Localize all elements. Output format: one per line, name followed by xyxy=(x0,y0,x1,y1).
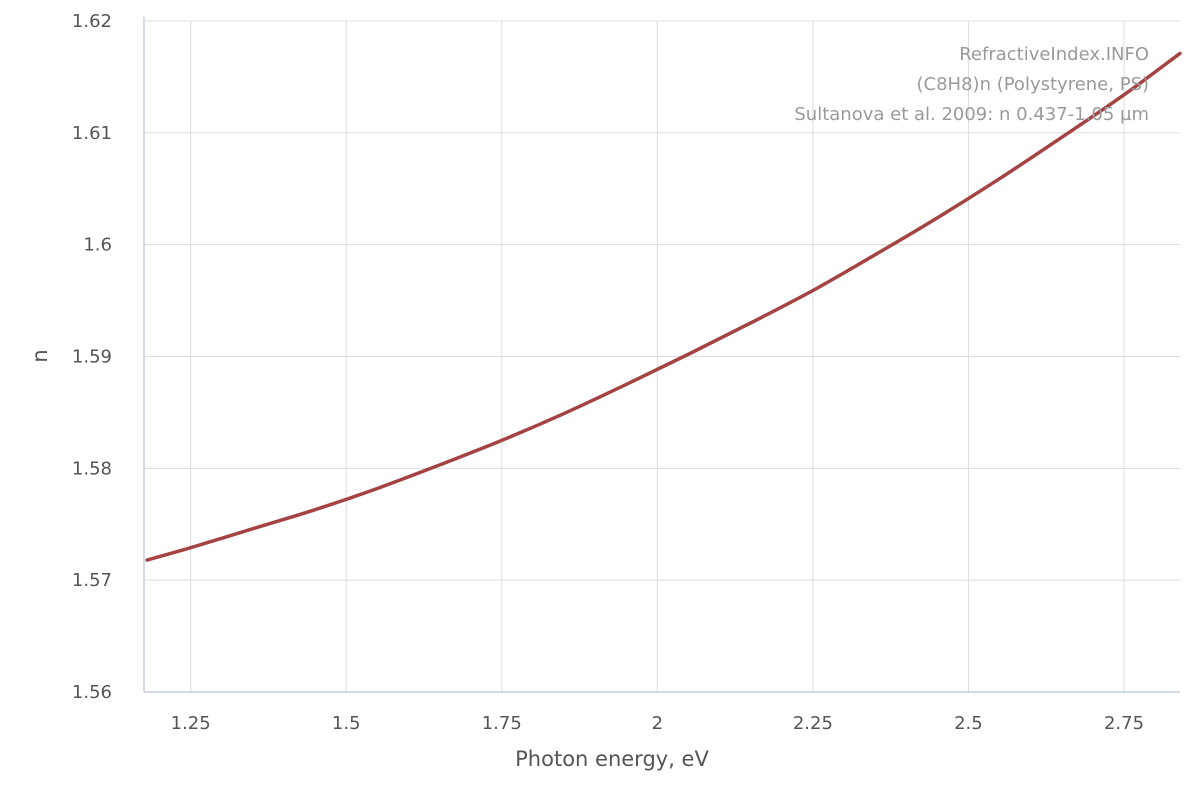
y-tick-label: 1.57 xyxy=(72,570,112,591)
chart-annotations: RefractiveIndex.INFO (C8H8)n (Polystyrene… xyxy=(794,44,1149,125)
annotation-text: Sultanova et al. 2009: n 0.437-1.05 µm xyxy=(794,104,1149,125)
y-tick-label: 1.6 xyxy=(83,235,112,256)
series-lines xyxy=(145,51,1182,562)
x-gridlines xyxy=(190,21,1125,692)
x-tick-labels: 1.25 1.5 1.75 2 2.25 2.5 2.75 xyxy=(171,713,1144,734)
y-tick-label: 1.62 xyxy=(72,11,112,32)
x-tick-label: 2.5 xyxy=(954,713,983,734)
y-gridlines xyxy=(144,20,1180,581)
y-tick-label: 1.58 xyxy=(72,458,112,479)
annotation-text: RefractiveIndex.INFO xyxy=(959,44,1149,65)
annotation-text: (C8H8)n (Polystyrene, PS) xyxy=(917,74,1149,95)
y-tick-label: 1.56 xyxy=(72,682,112,703)
x-tick-label: 1.25 xyxy=(171,713,211,734)
y-axis-title: n xyxy=(28,349,52,362)
series-line xyxy=(145,51,1182,562)
y-tick-label: 1.61 xyxy=(72,123,112,144)
y-tick-label: 1.59 xyxy=(72,347,112,368)
x-tick-label: 2.25 xyxy=(793,713,833,734)
x-tick-label: 1.75 xyxy=(482,713,522,734)
x-tick-label: 2.75 xyxy=(1104,713,1144,734)
x-tick-label: 1.5 xyxy=(332,713,361,734)
y-tick-labels: 1.56 1.57 1.58 1.59 1.6 1.61 1.62 xyxy=(72,11,112,703)
x-axis-title: Photon energy, eV xyxy=(515,747,709,771)
x-tick-label: 2 xyxy=(652,713,663,734)
